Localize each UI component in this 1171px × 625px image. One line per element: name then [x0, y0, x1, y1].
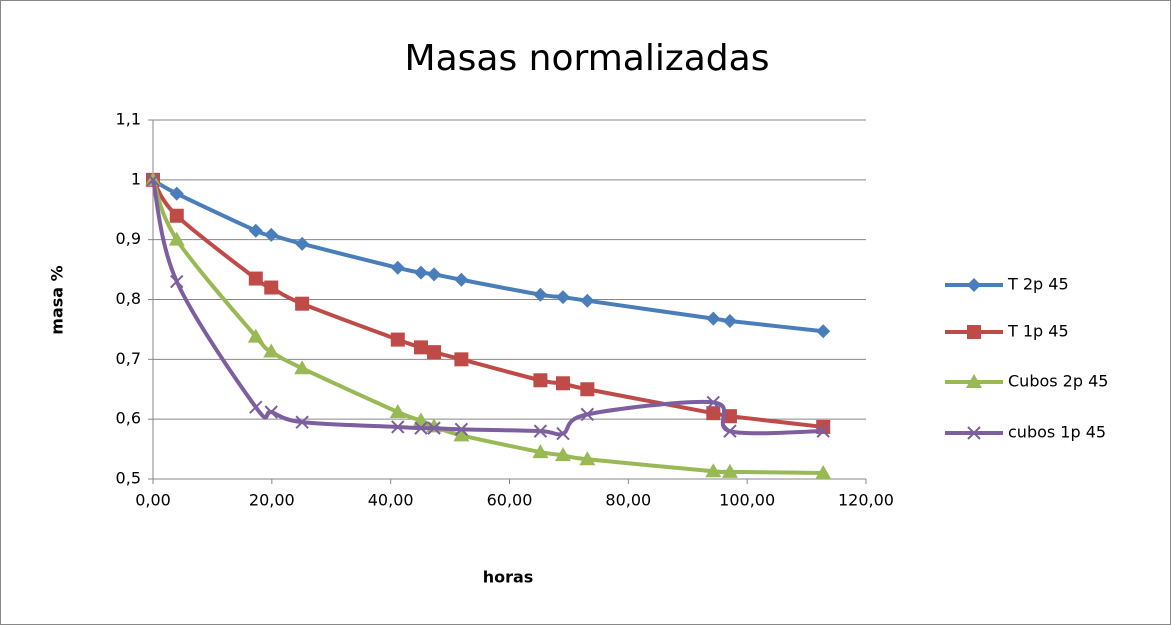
- point: [533, 373, 548, 388]
- chart-title: Masas normalizadas: [405, 38, 770, 79]
- y-tick-label: 0,5: [116, 469, 141, 488]
- point: [580, 382, 595, 397]
- legend-label: Cubos 2p 45: [1008, 372, 1108, 391]
- point: [248, 223, 263, 238]
- legend-marker: [967, 426, 981, 440]
- point: [427, 267, 442, 282]
- point: [532, 444, 549, 459]
- point: [533, 287, 548, 302]
- y-tick-label: 0,6: [116, 409, 141, 428]
- point: [168, 231, 185, 246]
- point: [169, 208, 184, 223]
- point: [295, 236, 310, 251]
- point: [706, 311, 721, 326]
- point: [146, 173, 160, 187]
- point: [264, 280, 279, 295]
- point: [248, 271, 263, 286]
- point: [390, 260, 405, 275]
- point: [169, 186, 184, 201]
- x-tick-label: 40,00: [368, 491, 414, 510]
- point: [705, 463, 722, 478]
- y-tick-label: 1,1: [116, 110, 141, 129]
- point: [249, 400, 263, 414]
- legend-label: T 1p 45: [1007, 322, 1069, 341]
- point: [580, 293, 595, 308]
- point: [414, 421, 428, 435]
- legend-label: T 2p 45: [1007, 275, 1069, 294]
- point: [390, 332, 405, 347]
- point: [816, 424, 830, 438]
- point: [413, 265, 428, 280]
- x-tick-label: 120,00: [838, 491, 894, 510]
- x-axis-title: horas: [483, 568, 534, 587]
- point: [533, 424, 548, 438]
- point: [170, 274, 184, 289]
- y-axis-title: masa %: [48, 265, 67, 334]
- point: [294, 360, 311, 375]
- point: [721, 463, 738, 478]
- point: [723, 424, 737, 438]
- point: [580, 407, 595, 422]
- legend-marker: [966, 374, 982, 388]
- y-tick-label: 0,7: [116, 349, 141, 368]
- point: [427, 421, 441, 435]
- legend-marker: [967, 278, 981, 292]
- point: [454, 422, 469, 437]
- x-tick-label: 80,00: [605, 491, 651, 510]
- x-tick-label: 0,00: [135, 491, 171, 510]
- point: [454, 352, 469, 367]
- point: [722, 314, 737, 329]
- y-tick-label: 0,8: [116, 289, 141, 308]
- point: [295, 415, 309, 429]
- y-tick-label: 1: [131, 169, 141, 188]
- point: [264, 405, 278, 419]
- point: [555, 290, 570, 305]
- point: [722, 409, 737, 424]
- x-tick-label: 100,00: [719, 491, 775, 510]
- x-tick-label: 60,00: [487, 491, 533, 510]
- point: [579, 451, 596, 466]
- point: [264, 227, 279, 242]
- point: [263, 343, 280, 358]
- point: [413, 340, 428, 355]
- point: [453, 427, 470, 442]
- point: [706, 395, 721, 410]
- legend-marker: [967, 325, 981, 339]
- x-tick-label: 20,00: [249, 491, 295, 510]
- point: [816, 324, 831, 339]
- point: [454, 272, 469, 287]
- point: [391, 420, 405, 434]
- point: [815, 465, 832, 480]
- point: [556, 426, 570, 441]
- legend-label: cubos 1p 45: [1008, 423, 1106, 442]
- y-tick-label: 0,9: [116, 229, 141, 248]
- point: [389, 403, 406, 418]
- point: [555, 376, 570, 391]
- point: [247, 328, 264, 343]
- point: [554, 447, 571, 462]
- point: [706, 406, 721, 421]
- point: [295, 296, 310, 311]
- point: [427, 345, 442, 360]
